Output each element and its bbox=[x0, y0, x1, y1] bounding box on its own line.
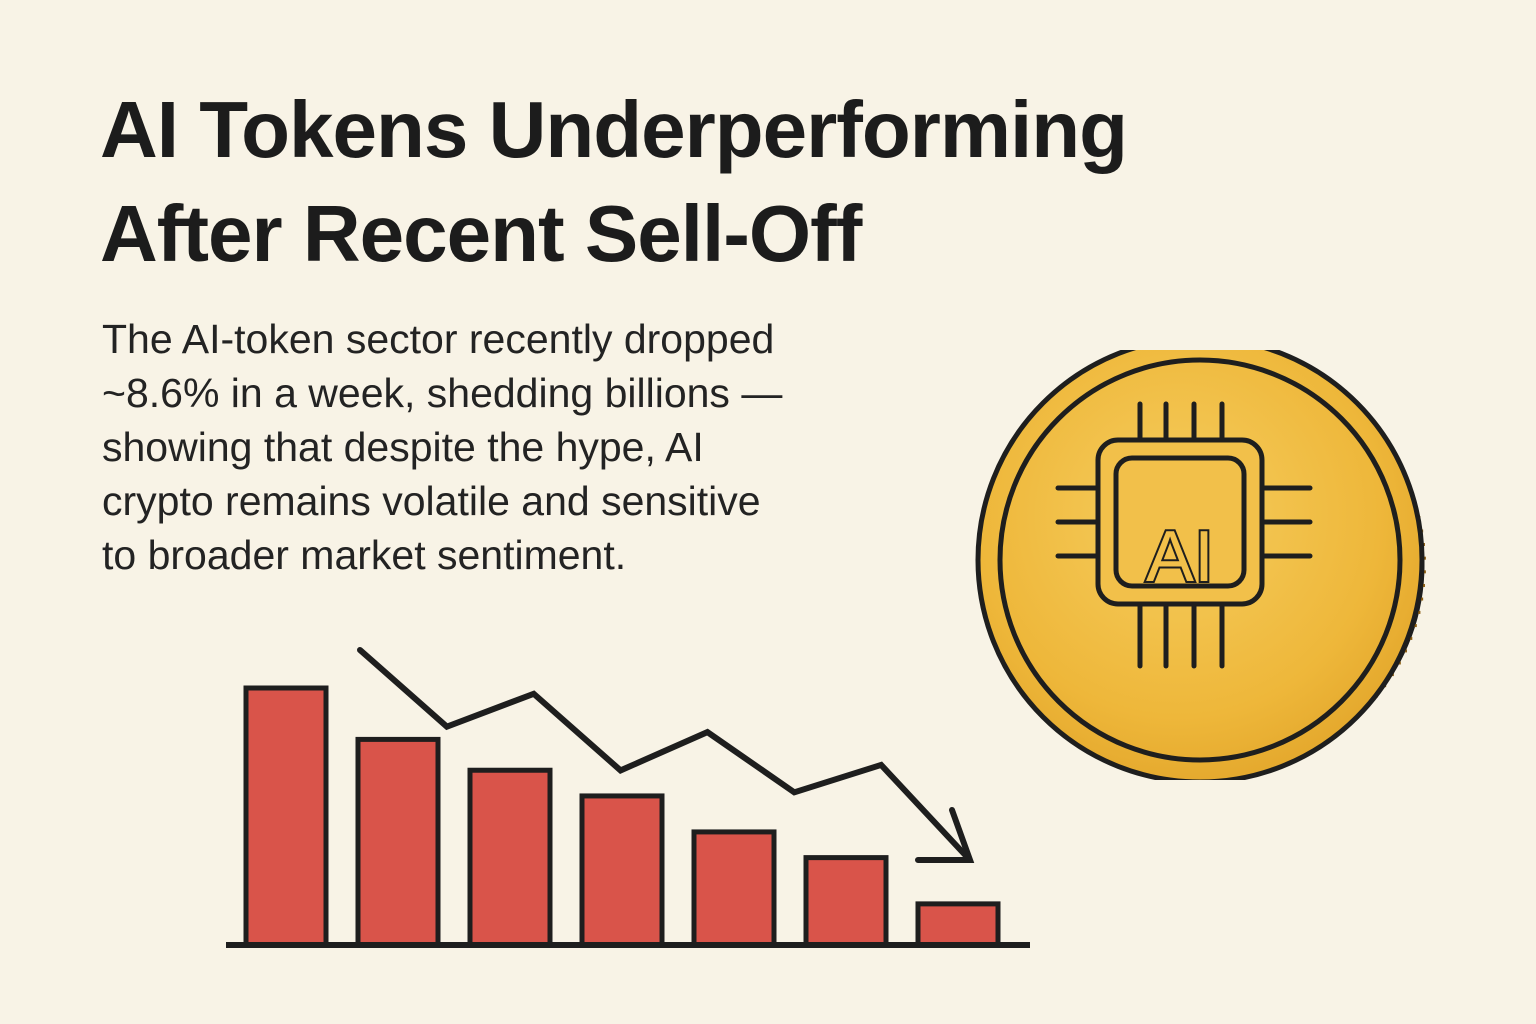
ai-coin: AI bbox=[975, 350, 1426, 780]
body-line-1: The AI-token sector recently dropped bbox=[102, 316, 775, 362]
bar bbox=[579, 793, 665, 948]
body-paragraph: The AI-token sector recently dropped ~8.… bbox=[102, 312, 982, 582]
body-line-3: showing that despite the hype, AI bbox=[102, 424, 704, 470]
bar bbox=[243, 685, 329, 948]
bar bbox=[467, 767, 553, 948]
body-line-2: ~8.6% in a week, shedding billions — bbox=[102, 370, 783, 416]
bar bbox=[803, 855, 889, 948]
downward-trend-arrow bbox=[357, 647, 971, 861]
bars bbox=[243, 685, 1001, 948]
declining-bar-chart bbox=[226, 647, 1030, 948]
arrow-head-icon bbox=[915, 807, 975, 863]
body-line-4: crypto remains volatile and sensitive bbox=[102, 478, 761, 524]
bar bbox=[691, 829, 777, 948]
bar bbox=[355, 736, 441, 948]
headline: AI Tokens Underperforming After Recent S… bbox=[100, 78, 1400, 286]
body-line-5: to broader market sentiment. bbox=[102, 532, 627, 578]
bar bbox=[915, 901, 1001, 948]
ai-chip-icon bbox=[1055, 401, 1313, 669]
coin-inner-ring bbox=[997, 357, 1403, 763]
headline-line-2: After Recent Sell-Off bbox=[100, 189, 862, 278]
headline-line-1: AI Tokens Underperforming bbox=[100, 85, 1128, 174]
coin-label: AI bbox=[1146, 517, 1214, 597]
